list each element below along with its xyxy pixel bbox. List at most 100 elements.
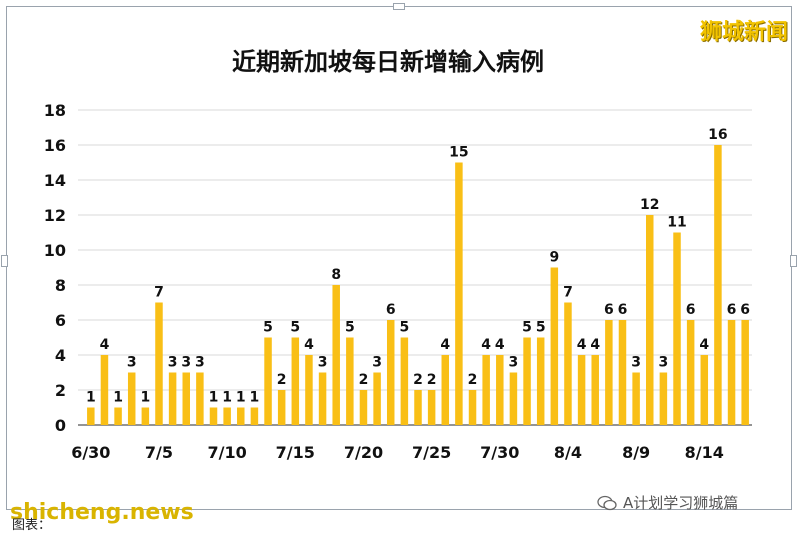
bar-value-label: 6 — [740, 302, 750, 318]
bar-value-label: 4 — [304, 337, 314, 353]
x-axis: 6/30 7/5 7/10 7/15 7/20 7/25 7/30 8/4 8/9 8/14 — [71, 443, 724, 462]
bar-value-label: 7 — [563, 285, 573, 301]
x-tick-label: 7/20 — [344, 443, 383, 462]
bar — [536, 337, 545, 425]
bar — [114, 407, 122, 425]
bar — [686, 320, 695, 425]
bar-value-label: 3 — [659, 355, 669, 371]
bar — [577, 355, 586, 425]
x-tick-label: 7/30 — [480, 443, 519, 462]
y-tick-label: 16 — [44, 136, 66, 155]
bar-value-label: 2 — [413, 372, 423, 388]
bar — [727, 320, 736, 425]
bar — [250, 407, 259, 425]
bar — [223, 407, 231, 425]
x-tick-label: 8/14 — [685, 443, 724, 462]
bar — [127, 372, 136, 425]
bar-value-label: 3 — [127, 355, 137, 371]
bar — [714, 145, 722, 425]
bar — [155, 302, 163, 425]
x-tick-label: 7/10 — [208, 443, 247, 462]
bar — [373, 372, 381, 425]
y-axis: 0 2 4 6 8 10 12 14 16 18 — [44, 101, 66, 435]
bar — [332, 285, 340, 425]
bar — [277, 390, 286, 425]
bar — [87, 407, 95, 425]
bar-value-label: 4 — [590, 337, 600, 353]
bar-value-label: 5 — [522, 320, 532, 336]
bar-value-label: 15 — [449, 145, 468, 161]
bar — [673, 232, 681, 425]
y-tick-label: 12 — [44, 206, 66, 225]
bar — [468, 390, 477, 425]
bar — [305, 355, 313, 425]
bar-value-label: 3 — [195, 355, 205, 371]
frame-handle-right[interactable] — [790, 255, 797, 267]
bar — [400, 337, 409, 425]
bar — [209, 407, 218, 425]
bar — [196, 372, 204, 425]
bar — [591, 355, 599, 425]
bar-value-label: 4 — [577, 337, 587, 353]
bar-value-label: 9 — [549, 250, 559, 266]
bar — [741, 320, 749, 425]
bar-value-label: 6 — [386, 302, 396, 318]
bar-value-label: 3 — [168, 355, 178, 371]
watermark-right-text: A计划学习狮城篇 — [623, 494, 739, 512]
bar-value-label: 4 — [699, 337, 709, 353]
bar — [168, 372, 177, 425]
bar-value-label: 1 — [236, 390, 246, 406]
bar-value-label: 5 — [263, 320, 273, 336]
bar-value-label: 4 — [495, 337, 505, 353]
y-tick-label: 14 — [44, 171, 66, 190]
bar-value-label: 1 — [86, 390, 96, 406]
bar — [605, 320, 613, 425]
bar-value-label: 2 — [359, 372, 369, 388]
bar-value-label: 11 — [667, 215, 686, 231]
bar — [100, 355, 109, 425]
x-tick-label: 7/15 — [276, 443, 315, 462]
bar-value-label: 12 — [640, 197, 659, 213]
bars — [87, 145, 749, 425]
bar-value-label: 3 — [631, 355, 641, 371]
bar — [455, 162, 463, 425]
bar-value-label: 4 — [440, 337, 450, 353]
bar-value-label: 3 — [509, 355, 519, 371]
bar — [237, 407, 245, 425]
bar-value-label: 2 — [468, 372, 478, 388]
bar — [564, 302, 572, 425]
bar — [182, 372, 190, 425]
bar-value-label: 7 — [154, 285, 164, 301]
wechat-icon — [597, 495, 617, 510]
bar-value-label: 2 — [277, 372, 287, 388]
y-tick-label: 6 — [55, 311, 66, 330]
bar-value-label: 6 — [686, 302, 696, 318]
bar — [264, 337, 272, 425]
y-tick-label: 2 — [55, 381, 66, 400]
bar-value-label: 4 — [481, 337, 491, 353]
bar-value-label: 2 — [427, 372, 437, 388]
brand-logo-text: 狮城新闻 — [699, 20, 788, 45]
bar-value-label: 5 — [290, 320, 300, 336]
bar — [659, 372, 668, 425]
bar — [318, 372, 327, 425]
bar — [359, 390, 368, 425]
frame-handle-left[interactable] — [1, 255, 8, 267]
bar-value-label: 1 — [209, 390, 219, 406]
bar-value-label: 1 — [222, 390, 232, 406]
bar — [482, 355, 490, 425]
watermark-left: shicheng.news — [10, 500, 194, 525]
frame-handle-top[interactable] — [393, 3, 405, 10]
caption: 图表： — [12, 518, 52, 533]
bar — [386, 320, 395, 425]
x-tick-label: 6/30 — [71, 443, 110, 462]
bar-value-label: 5 — [536, 320, 546, 336]
bar-value-label: 8 — [331, 267, 341, 283]
bar-value-label: 5 — [345, 320, 355, 336]
bar-value-label: 3 — [181, 355, 191, 371]
bar-value-label: 6 — [604, 302, 614, 318]
x-tick-label: 8/4 — [554, 443, 582, 462]
bar — [509, 372, 518, 425]
